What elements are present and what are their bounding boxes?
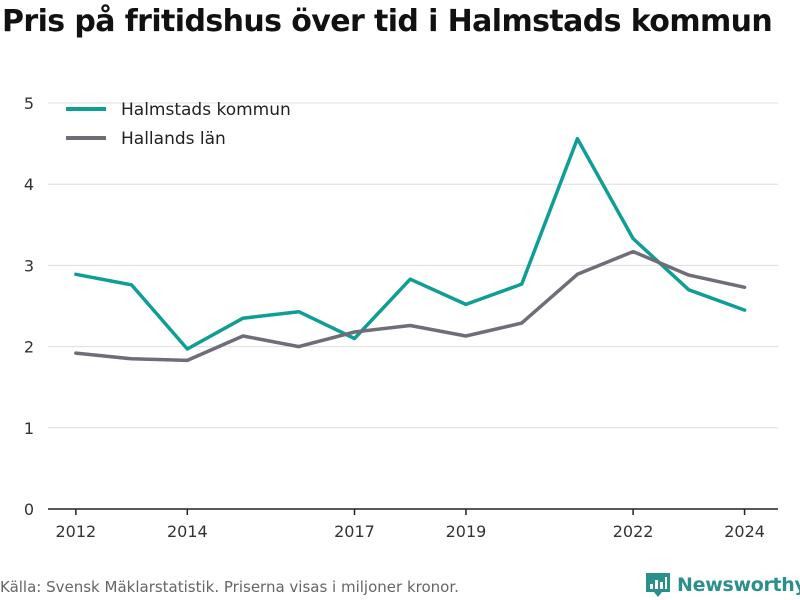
legend-label-2: Hallands län — [121, 129, 226, 149]
legend-label-1: Halmstads kommun — [121, 100, 291, 120]
y-tick-label-5: 5 — [24, 94, 34, 113]
x-tick-label-2024: 2024 — [724, 522, 765, 541]
line-chart: 0 1 2 3 4 5 2012 2014 2017 2019 2022 2024 Halmstads… — [24, 94, 778, 541]
source-note: Källa: Svensk Mäklarstatistik. Priserna … — [0, 578, 459, 596]
x-tick-label-2014: 2014 — [167, 522, 208, 541]
newsworthy-logo-icon — [646, 573, 670, 597]
x-tick-label-2019: 2019 — [446, 522, 487, 541]
y-tick-label-3: 3 — [24, 256, 34, 275]
series-line-2 — [74, 249, 747, 363]
brand-name: Newsworthy — [677, 574, 800, 596]
chart-title: Pris på fritidshus över tid i Halmstads … — [2, 4, 773, 39]
x-tick-label-2012: 2012 — [56, 522, 97, 541]
series-line-1 — [74, 136, 747, 351]
legend: Halmstads kommun Hallands län — [66, 100, 291, 149]
gridlines — [48, 102, 778, 429]
brand-logo: Newsworthy — [645, 570, 800, 600]
y-tick-label-4: 4 — [24, 175, 34, 194]
y-tick-label-1: 1 — [24, 419, 34, 438]
y-tick-label-0: 0 — [24, 500, 34, 519]
axes: 0 1 2 3 4 5 2012 2014 2017 2019 2022 2024 — [24, 94, 778, 541]
x-tick-label-2017: 2017 — [334, 522, 375, 541]
series-lines — [74, 136, 747, 363]
x-tick-label-2022: 2022 — [613, 522, 654, 541]
y-tick-label-2: 2 — [24, 338, 34, 357]
